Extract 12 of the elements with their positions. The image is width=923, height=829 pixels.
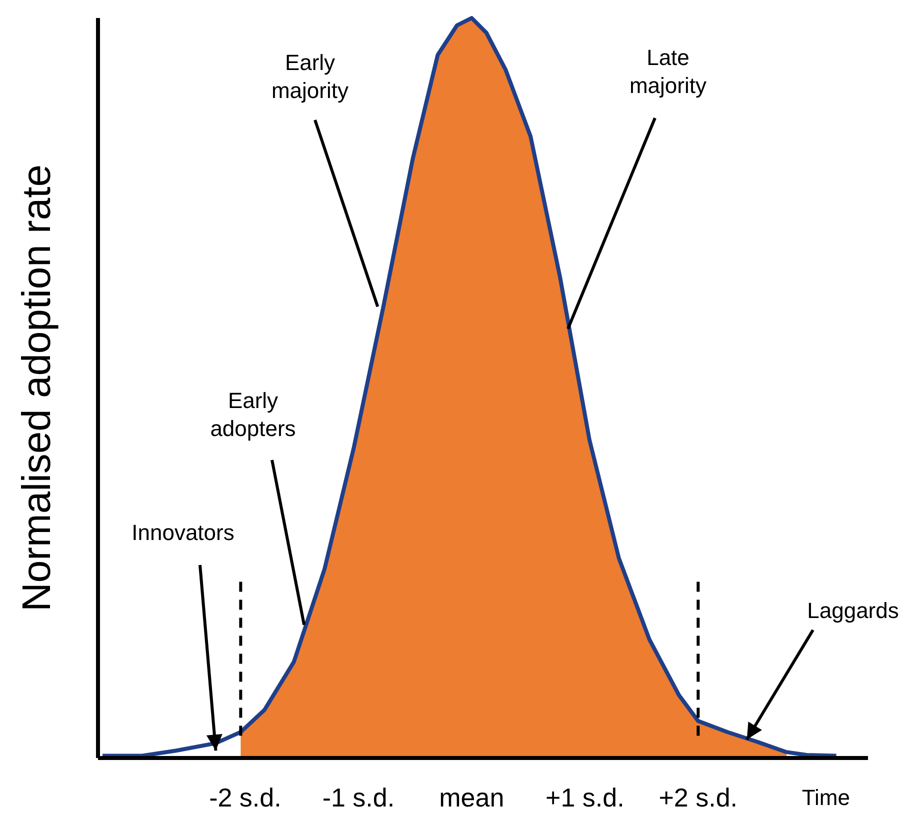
x-tick-label: +2 s.d. (658, 782, 738, 812)
annotation: Early adopters (210, 388, 296, 441)
y-axis-title: Normalised adoption rate (15, 164, 60, 612)
annotation: Late majority (629, 45, 707, 98)
x-axis-title: Time (802, 785, 850, 810)
x-tick-label: +1 s.d. (546, 782, 624, 812)
annotation: Early majority (271, 50, 349, 103)
x-tick-label: -1 s.d. (322, 782, 395, 812)
annotation: Innovators (132, 520, 234, 545)
x-tick-label: mean (439, 782, 504, 812)
annotation: Laggards (807, 598, 899, 623)
x-tick-label: -2 s.d. (209, 782, 282, 812)
